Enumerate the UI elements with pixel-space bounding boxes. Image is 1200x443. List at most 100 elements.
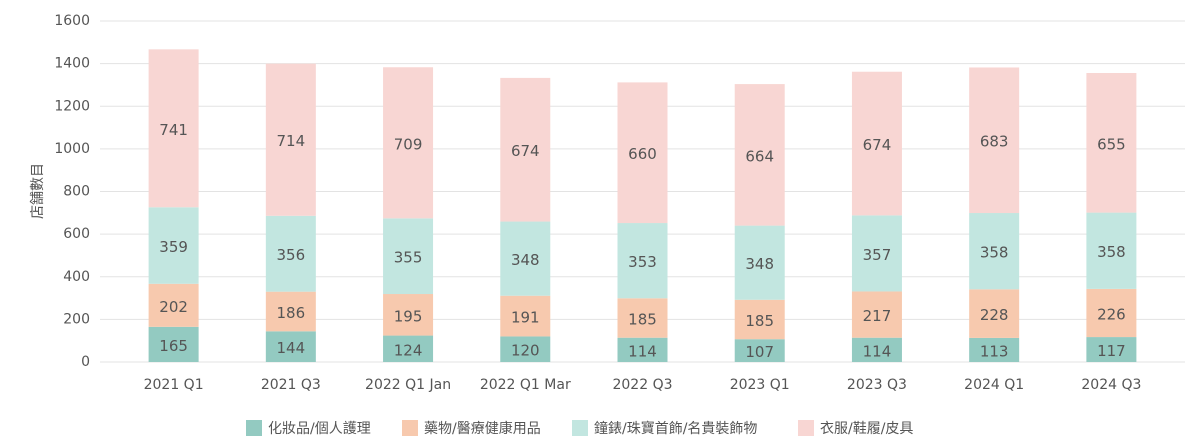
data-label: 674 bbox=[863, 136, 892, 154]
bar-segment bbox=[148, 207, 199, 284]
data-label: 117 bbox=[1097, 342, 1126, 360]
legend-swatch bbox=[798, 420, 814, 436]
bar-segment bbox=[617, 82, 668, 224]
bar-segment bbox=[500, 221, 551, 296]
data-label: 165 bbox=[159, 337, 188, 355]
legend-label: 化妝品/個人護理 bbox=[268, 421, 371, 437]
bar-segment bbox=[500, 77, 551, 222]
x-tick-label: 2022 Q1 Mar bbox=[480, 377, 571, 393]
bar-segment bbox=[734, 225, 785, 300]
data-label: 144 bbox=[277, 339, 306, 357]
y-tick-label: 1600 bbox=[54, 13, 90, 29]
data-label: 120 bbox=[511, 342, 540, 360]
x-tick-label: 2023 Q1 bbox=[730, 377, 790, 393]
data-label: 358 bbox=[1097, 243, 1126, 261]
y-tick-label: 1400 bbox=[54, 56, 90, 72]
data-label: 202 bbox=[159, 298, 188, 316]
bar-segment bbox=[1086, 73, 1137, 213]
bar-segment bbox=[500, 336, 551, 362]
data-label: 674 bbox=[511, 142, 540, 160]
data-label: 348 bbox=[745, 255, 774, 273]
data-label: 186 bbox=[277, 304, 306, 322]
data-label: 114 bbox=[863, 342, 892, 360]
bar-segment bbox=[617, 298, 668, 338]
bar-segment bbox=[148, 283, 199, 327]
y-tick-label: 600 bbox=[63, 226, 90, 242]
data-label: 226 bbox=[1097, 305, 1126, 323]
legend-label: 衣服/鞋履/皮具 bbox=[820, 421, 913, 437]
data-label: 683 bbox=[980, 133, 1009, 151]
bar-segment bbox=[265, 215, 316, 292]
y-tick-label: 1200 bbox=[54, 98, 90, 114]
bar-segment bbox=[383, 218, 434, 295]
x-tick-label: 2024 Q1 bbox=[964, 377, 1024, 393]
x-tick-label: 2021 Q3 bbox=[261, 377, 321, 393]
data-label: 709 bbox=[394, 135, 423, 153]
x-tick-label: 2023 Q3 bbox=[847, 377, 907, 393]
x-tick-label: 2021 Q1 bbox=[144, 377, 204, 393]
data-label: 358 bbox=[980, 244, 1009, 262]
data-label: 228 bbox=[980, 306, 1009, 324]
bar-segment bbox=[969, 213, 1020, 290]
data-label: 741 bbox=[159, 121, 188, 139]
x-tick-label: 2022 Q3 bbox=[612, 377, 672, 393]
data-label: 664 bbox=[745, 147, 774, 165]
data-label: 357 bbox=[863, 246, 892, 264]
y-tick-label: 400 bbox=[63, 269, 90, 285]
bar-segment bbox=[1086, 337, 1137, 362]
data-label: 655 bbox=[1097, 135, 1126, 153]
bar-segment bbox=[851, 337, 902, 362]
x-tick-label: 2024 Q3 bbox=[1081, 377, 1141, 393]
bar-segment bbox=[265, 291, 316, 332]
bar-segment bbox=[148, 49, 199, 208]
bar-segment bbox=[969, 289, 1020, 338]
data-label: 114 bbox=[628, 342, 657, 360]
bar-segment bbox=[265, 331, 316, 362]
bar-segment bbox=[265, 63, 316, 216]
data-label: 217 bbox=[863, 307, 892, 325]
bar-segment bbox=[851, 215, 902, 292]
bar-segment bbox=[383, 294, 434, 336]
data-label: 355 bbox=[394, 249, 423, 267]
data-label: 195 bbox=[394, 307, 423, 325]
bar-segment bbox=[1086, 288, 1137, 338]
data-label: 353 bbox=[628, 253, 657, 271]
legend-swatch bbox=[402, 420, 418, 436]
bar-segment bbox=[969, 67, 1020, 214]
legend-label: 藥物/醫療健康用品 bbox=[424, 420, 541, 437]
data-label: 107 bbox=[745, 343, 774, 361]
data-label: 660 bbox=[628, 145, 657, 163]
bar-segment bbox=[617, 223, 668, 299]
y-tick-label: 200 bbox=[63, 311, 90, 327]
y-tick-label: 0 bbox=[81, 354, 90, 370]
data-label: 185 bbox=[628, 310, 657, 328]
bar-segment bbox=[851, 71, 902, 216]
y-axis-label: 店舗數目 bbox=[30, 163, 46, 219]
legend-swatch bbox=[246, 420, 262, 436]
legend-swatch bbox=[572, 420, 588, 436]
data-label: 191 bbox=[511, 309, 540, 327]
x-tick-label: 2022 Q1 Jan bbox=[365, 377, 451, 393]
bar-segment bbox=[734, 299, 785, 340]
bar-segment bbox=[383, 67, 434, 219]
bar-segment bbox=[1086, 212, 1137, 289]
y-tick-label: 1000 bbox=[54, 141, 90, 157]
data-label: 113 bbox=[980, 342, 1009, 360]
data-label: 124 bbox=[394, 341, 423, 359]
data-label: 348 bbox=[511, 251, 540, 269]
data-label: 359 bbox=[159, 238, 188, 256]
bar-segment bbox=[851, 291, 902, 338]
bar-segment bbox=[969, 337, 1020, 362]
data-label: 356 bbox=[277, 246, 306, 264]
bar-segment bbox=[148, 326, 199, 362]
data-label: 714 bbox=[277, 132, 306, 150]
legend-label: 鐘錶/珠寶首飾/名貴裝飾物 bbox=[594, 420, 757, 437]
bar-segment bbox=[734, 84, 785, 226]
bar-segment bbox=[500, 295, 551, 337]
y-tick-label: 800 bbox=[63, 184, 90, 200]
data-label: 185 bbox=[745, 312, 774, 330]
bar-segment bbox=[734, 339, 785, 362]
bar-segment bbox=[617, 337, 668, 362]
bar-segment bbox=[383, 335, 434, 362]
